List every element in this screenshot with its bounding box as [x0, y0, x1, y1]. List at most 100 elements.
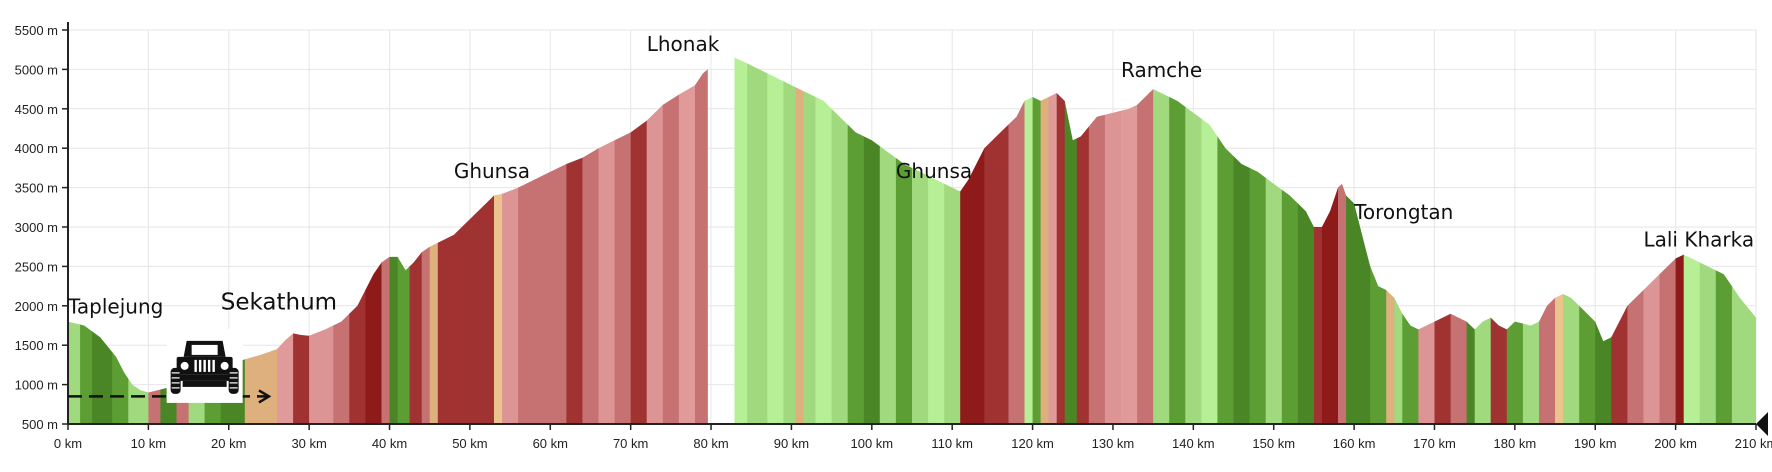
x-tick-label: 130 km	[1092, 436, 1135, 451]
x-tick-label: 10 km	[131, 436, 166, 451]
x-tick-label: 120 km	[1011, 436, 1054, 451]
gradient-segment	[1675, 57, 1685, 424]
gradient-segment	[1281, 57, 1299, 424]
gradient-segment	[112, 57, 129, 424]
jeep-icon	[166, 328, 243, 403]
gradient-segment	[646, 57, 664, 424]
x-tick-label: 170 km	[1413, 436, 1456, 451]
gradient-segment	[128, 57, 149, 424]
y-tick-label: 2000 m	[15, 299, 58, 314]
gradient-segment	[1064, 57, 1078, 424]
gradient-segment	[449, 57, 495, 424]
gradient-segment	[767, 57, 784, 424]
gradient-segment	[1563, 57, 1580, 424]
gradient-segment	[309, 57, 334, 424]
gradient-segment	[1217, 57, 1235, 424]
x-tick-label: 200 km	[1654, 436, 1697, 451]
gradient-segment	[1731, 57, 1756, 424]
jeep-route	[68, 328, 272, 404]
y-tick-label: 4500 m	[15, 102, 58, 117]
gradient-segment	[409, 57, 423, 424]
gradient-segment	[662, 57, 680, 424]
gradient-segment	[831, 57, 849, 424]
gradient-segment	[1313, 57, 1323, 424]
gradient-segment	[80, 57, 93, 424]
gradient-segment	[429, 57, 439, 424]
gradient-segment	[1056, 57, 1066, 424]
gradient-segment	[598, 57, 616, 424]
gradient-segment	[502, 57, 519, 424]
x-tick-label: 100 km	[850, 436, 893, 451]
y-tick-label: 3500 m	[15, 181, 58, 196]
gradient-segment	[783, 57, 797, 424]
x-tick-label: 50 km	[452, 436, 487, 451]
gradient-segment	[244, 57, 278, 424]
x-tick-label: 70 km	[613, 436, 648, 451]
gradient-segment	[678, 57, 696, 424]
gradient-segment	[1185, 57, 1202, 424]
gradient-segment	[1555, 57, 1564, 424]
gradient-segment	[1466, 57, 1476, 424]
gradient-segment	[381, 57, 391, 424]
gradient-segment	[518, 57, 567, 424]
gradient-segment	[293, 57, 310, 424]
gradient-segment	[1048, 57, 1058, 424]
gradient-segment	[1321, 57, 1339, 424]
gradient-segment	[437, 57, 451, 424]
gradient-segment	[984, 57, 1009, 424]
gradient-segment	[1137, 57, 1154, 424]
place-label: Lhonak	[647, 32, 720, 56]
x-tick-label: 210 km	[1735, 436, 1772, 451]
gradient-segment	[148, 57, 162, 424]
gradient-segment	[68, 57, 81, 424]
y-tick-label: 2500 m	[15, 259, 58, 274]
x-tick-label: 60 km	[533, 436, 568, 451]
gradient-segment	[847, 57, 865, 424]
x-tick-label: 140 km	[1172, 436, 1215, 451]
gradient-segment	[365, 57, 383, 424]
gradient-segment	[1233, 57, 1251, 424]
place-label: Taplejung	[67, 295, 163, 319]
gradient-segment	[1627, 57, 1645, 424]
x-tick-label: 160 km	[1333, 436, 1376, 451]
x-tick-label: 180 km	[1494, 436, 1537, 451]
gradient-segment	[1032, 57, 1042, 424]
gradient-segment	[1040, 57, 1050, 424]
place-label: Ghunsa	[454, 159, 530, 183]
y-tick-label: 1500 m	[15, 338, 58, 353]
gradient-segment	[92, 57, 113, 424]
gradient-segment	[630, 57, 648, 424]
gradient-segment	[895, 57, 913, 424]
gradient-segment	[421, 57, 431, 424]
x-tick-label: 20 km	[211, 436, 246, 451]
x-tick-label: 190 km	[1574, 436, 1617, 451]
gradient-segment	[1474, 57, 1492, 424]
gradient-segment	[1104, 57, 1122, 424]
x-tick-label: 110 km	[931, 436, 973, 451]
profile-area	[68, 57, 1756, 424]
gradient-segment	[1522, 57, 1540, 424]
x-tick-label: 0 km	[54, 436, 82, 451]
gradient-segment	[1088, 57, 1106, 424]
gradient-segment	[1539, 57, 1556, 424]
place-label: Ramche	[1121, 58, 1202, 82]
gradient-segment	[1659, 57, 1677, 424]
x-tick-label: 40 km	[372, 436, 407, 451]
gradient-segment	[1249, 57, 1267, 424]
gradient-segment	[695, 57, 709, 424]
gradient-segment	[795, 57, 804, 424]
gradient-segment	[1076, 57, 1090, 424]
gradient-segment	[1699, 57, 1717, 424]
x-tick-label: 80 km	[693, 436, 728, 451]
gradient-segment	[566, 57, 584, 424]
gradient-segment	[349, 57, 366, 424]
gradient-segment	[863, 57, 881, 424]
gradient-segment	[1611, 57, 1628, 424]
gradient-segment	[803, 57, 817, 424]
gradient-segment	[277, 57, 294, 424]
gradient-segment	[912, 57, 929, 424]
gradient-segment	[1683, 57, 1701, 424]
place-label: Lali Kharka	[1643, 228, 1754, 252]
gradient-segment	[582, 57, 600, 424]
